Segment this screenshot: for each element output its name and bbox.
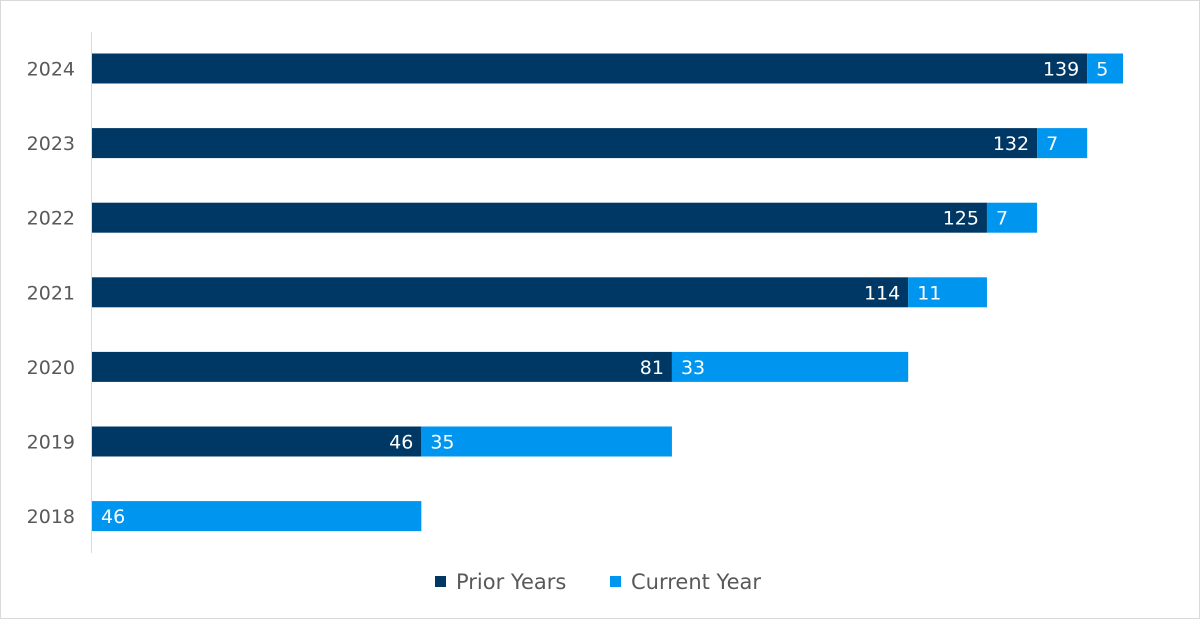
bar-prior-years-2024: [92, 53, 1088, 84]
category-label-2021: 2021: [27, 282, 75, 304]
bar-prior-years-2019: [92, 426, 422, 457]
category-label-2022: 2022: [27, 208, 75, 230]
data-label-current-year-2023: 7: [1046, 133, 1058, 155]
data-label-prior-years-2020: 81: [640, 357, 664, 379]
bar-prior-years-2022: [92, 202, 987, 233]
bar-current-year-2019: [421, 426, 672, 457]
bar-current-year-2021: [908, 277, 987, 308]
bar-current-year-2022: [986, 202, 1038, 233]
bar-prior-years-2021: [92, 277, 909, 308]
data-label-current-year-2021: 11: [917, 282, 941, 304]
legend-label-prior-years: Prior Years: [456, 570, 566, 594]
legend-swatch-prior-years: [435, 576, 446, 587]
bar-prior-years-2023: [92, 128, 1038, 159]
data-label-prior-years-2024: 139: [1043, 59, 1079, 81]
data-label-current-year-2019: 35: [430, 432, 454, 454]
bar-current-year-2023: [1037, 128, 1088, 159]
data-label-prior-years-2019: 46: [389, 432, 413, 454]
bars-group: 139 5 132 7 125 7 114 11 81 33 46 35 46: [92, 53, 1123, 532]
category-label-2024: 2024: [27, 59, 75, 81]
legend-label-current-year: Current Year: [631, 570, 761, 594]
data-label-current-year-2024: 5: [1096, 59, 1108, 81]
category-label-2023: 2023: [27, 133, 75, 155]
legend-swatch-current-year: [610, 576, 621, 587]
bar-current-year-2020: [671, 351, 909, 382]
bar-current-year-2018: [92, 501, 422, 532]
bar-current-year-2024: [1087, 53, 1123, 84]
category-labels-group: 2024 2023 2022 2021 2020 2019 2018: [27, 59, 75, 529]
data-label-prior-years-2021: 114: [864, 282, 900, 304]
category-label-2018: 2018: [27, 506, 75, 528]
data-label-current-year-2018: 46: [101, 506, 125, 528]
category-label-2019: 2019: [27, 432, 75, 454]
data-label-current-year-2020: 33: [681, 357, 705, 379]
legend: Prior Years Current Year: [435, 570, 761, 594]
bar-prior-years-2020: [92, 351, 672, 382]
data-label-current-year-2022: 7: [996, 208, 1008, 230]
data-label-prior-years-2023: 132: [993, 133, 1029, 155]
category-label-2020: 2020: [27, 357, 75, 379]
data-label-prior-years-2022: 125: [943, 208, 979, 230]
